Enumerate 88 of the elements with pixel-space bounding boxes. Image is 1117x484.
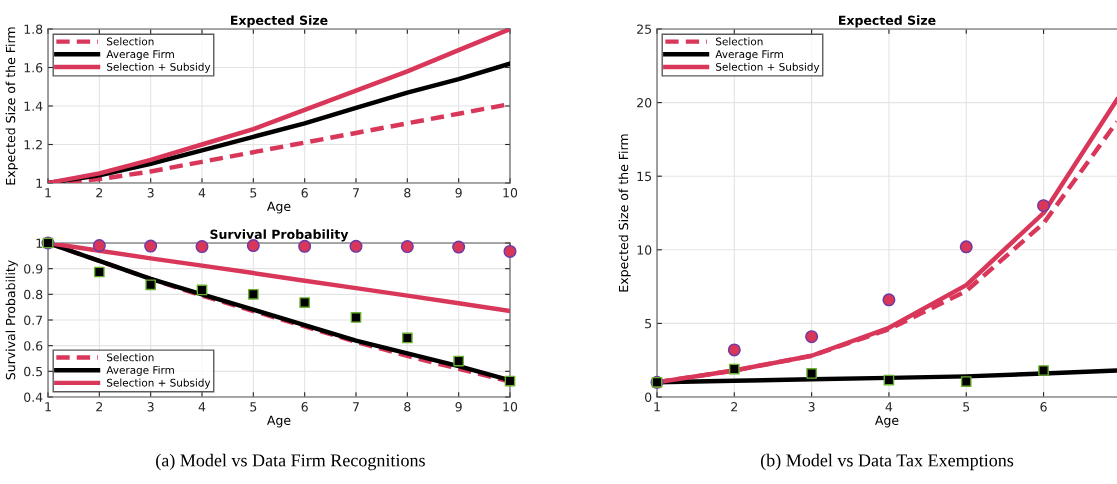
x-tick-label: 8: [404, 402, 411, 412]
x-tick-label: 3: [147, 402, 154, 412]
text: (a) Model vs Data Firm Recognitions: [156, 453, 425, 471]
legend-label: Selection: [107, 37, 154, 46]
x-tick-label: 5: [250, 402, 257, 412]
x-tick-label: 6: [301, 188, 308, 198]
y-axis-title: Expected Size of the Firm: [5, 27, 18, 185]
point: [350, 312, 362, 323]
x-tick-label: 6: [1040, 402, 1047, 412]
x-tick-label: 1: [45, 402, 51, 412]
legend-label: Selection + Subsidy: [107, 62, 211, 73]
y-tick-label: 1: [36, 238, 42, 248]
point: [806, 368, 817, 379]
y-tick-label: 1: [36, 178, 42, 188]
x-tick-label: 9: [455, 402, 462, 412]
point: [1037, 199, 1051, 213]
y-tick-label: 15: [637, 171, 652, 182]
x-tick-label: 2: [96, 188, 103, 198]
x-tick-label: 3: [808, 402, 815, 412]
y-tick-label: 25: [637, 24, 652, 34]
y-tick-label: 1.6: [24, 62, 43, 73]
x-tick-label: 2: [731, 402, 738, 412]
point: [727, 343, 741, 357]
y-tick-label: 1.8: [24, 24, 43, 34]
point: [145, 279, 157, 291]
x-axis-title: Age: [267, 201, 291, 214]
x-tick-label: 6: [301, 402, 308, 412]
point: [400, 240, 414, 254]
chart-title: Expected Size: [231, 15, 328, 28]
x-tick-label: 3: [147, 188, 154, 198]
x-tick-label: 1: [45, 188, 51, 198]
x-tick-label: 10: [503, 402, 518, 412]
x-tick-label: 9: [455, 188, 462, 198]
point: [299, 297, 311, 308]
legend-label: Average Firm: [715, 50, 783, 61]
legend-label: Average Firm: [106, 50, 174, 61]
y-axis-title: Expected Size of the Firm: [618, 134, 631, 292]
point: [959, 240, 973, 254]
point: [246, 239, 260, 253]
chart-title: Survival Probability: [210, 229, 349, 242]
legend-label: Selection + Subsidy: [107, 378, 211, 389]
y-tick-label: 0.7: [24, 315, 43, 325]
x-tick-label: 7: [353, 188, 359, 198]
x-tick-label: 8: [404, 188, 411, 198]
x-tick-label: 4: [198, 188, 206, 198]
x-tick-label: 5: [250, 188, 257, 198]
y-tick-label: 5: [645, 319, 652, 329]
point: [728, 363, 740, 375]
x-tick-label: 7: [353, 402, 359, 412]
y-tick-label: 0.6: [24, 341, 43, 351]
point: [92, 239, 106, 253]
y-tick-label: 0: [645, 392, 652, 402]
x-tick-label: 1: [654, 402, 660, 412]
point: [195, 240, 209, 254]
x-tick-label: 5: [963, 402, 970, 412]
point: [144, 239, 158, 253]
chart-title: Expected Size: [839, 15, 936, 28]
point: [452, 240, 466, 254]
x-tick-label: 10: [503, 188, 518, 198]
point: [503, 244, 517, 258]
x-tick-label: 4: [885, 402, 893, 412]
point: [805, 330, 819, 344]
legend-label: Selection: [107, 353, 154, 362]
point: [882, 293, 896, 307]
y-axis-title: Survival Probability: [5, 260, 18, 380]
legend-label: Selection: [716, 37, 763, 46]
point: [401, 332, 413, 344]
y-tick-label: 20: [637, 98, 652, 108]
y-tick-label: 1.4: [24, 101, 43, 111]
x-axis-title: Age: [267, 415, 291, 428]
y-tick-label: 0.8: [24, 289, 43, 300]
y-tick-label: 10: [637, 245, 652, 255]
point: [1038, 365, 1049, 376]
x-tick-label: 2: [96, 402, 103, 412]
legend-label: Selection + Subsidy: [716, 62, 820, 73]
legend-label: Average Firm: [106, 365, 174, 376]
y-tick-label: 0.5: [24, 366, 43, 377]
point: [93, 266, 105, 278]
x-tick-label: 4: [198, 402, 206, 412]
point: [453, 355, 465, 367]
y-tick-label: 0.4: [24, 392, 43, 402]
y-tick-label: 0.9: [24, 264, 43, 274]
text: (b) Model vs Data Tax Exemptions: [760, 453, 1014, 471]
point: [960, 376, 972, 387]
y-tick-label: 1.2: [24, 139, 42, 150]
point: [247, 288, 259, 300]
x-axis-title: Age: [875, 415, 899, 428]
point: [349, 239, 363, 253]
